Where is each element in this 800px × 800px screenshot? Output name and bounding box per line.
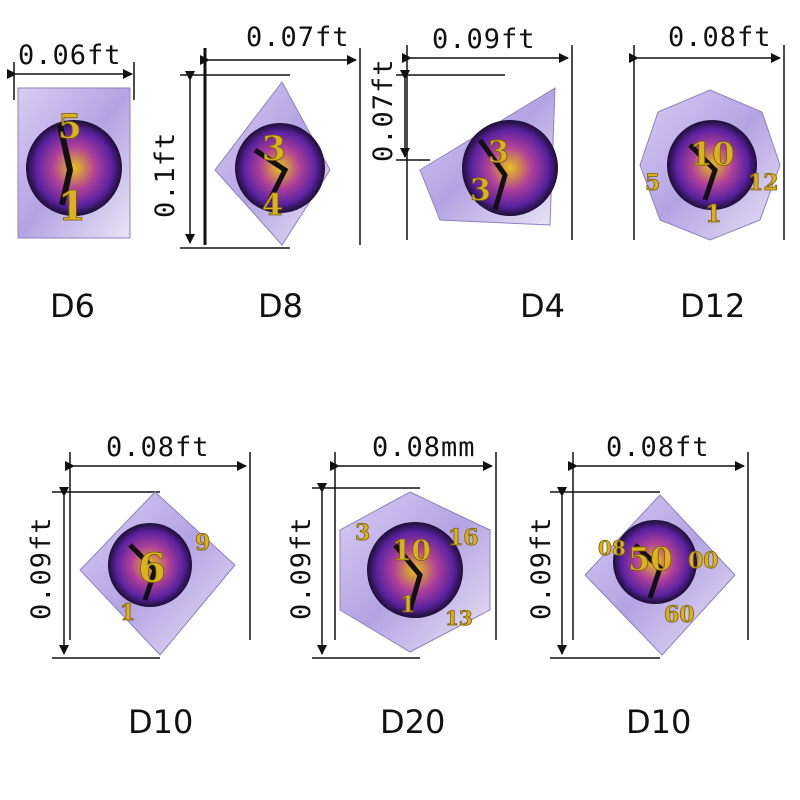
d20-width-label: 0.08mm <box>372 432 476 463</box>
d20-die <box>339 491 491 653</box>
d20-name: D20 <box>380 703 446 741</box>
d12-name: D12 <box>680 287 746 325</box>
d8-die <box>214 81 331 246</box>
d10b-number-right: 00 <box>688 548 719 574</box>
d10a-number-right: 9 <box>195 530 210 556</box>
d10b-height-label: 0.09ft <box>526 516 557 620</box>
d8-width-label: 0.07ft <box>246 22 350 53</box>
d20-number-left: 3 <box>355 520 370 546</box>
d10a-name: D10 <box>128 703 194 741</box>
d20-number-right: 16 <box>448 525 479 551</box>
d12-number-bottom: 1 <box>705 199 722 228</box>
d10b-name: D10 <box>626 703 692 741</box>
d10a-width-label: 0.08ft <box>106 432 210 463</box>
d6-die <box>17 87 131 239</box>
d10-die-a <box>79 491 236 656</box>
d10b-number-main: 50 <box>628 540 673 578</box>
d4-height-label: 0.07ft <box>368 58 399 162</box>
d6-number-front: 1 <box>58 183 86 230</box>
d10b-number-bottom: 60 <box>664 602 695 628</box>
d12-die <box>639 89 781 241</box>
d10-die-b <box>584 494 736 656</box>
d10b-width-label: 0.08ft <box>606 432 710 463</box>
d4-name: D4 <box>520 287 565 325</box>
d8-name: D8 <box>258 287 303 325</box>
d6-name: D6 <box>50 287 95 325</box>
d4-number-a: 3 <box>488 135 509 170</box>
d8-number-top: 3 <box>262 129 286 169</box>
d12-number-left: 5 <box>645 170 660 196</box>
d10a-number-main: 6 <box>138 545 166 592</box>
d6-number-top: 5 <box>58 107 82 147</box>
d8-height-label: 0.1ft <box>150 131 181 218</box>
d12-number-top: 10 <box>690 135 735 173</box>
d12-width-label: 0.08ft <box>668 22 772 53</box>
d20-number-main: 10 <box>392 534 431 567</box>
d20-number-bottom: 1 <box>400 592 415 618</box>
d10a-height-label: 0.09ft <box>26 516 57 620</box>
d4-width-label: 0.09ft <box>432 24 536 55</box>
d8-number-bottom: 4 <box>262 188 283 223</box>
d6-width-label: 0.06ft <box>18 40 122 71</box>
d20-number-lower-right: 13 <box>445 606 473 630</box>
d4-number-b: 3 <box>470 173 491 208</box>
d20-height-label: 0.09ft <box>286 516 317 620</box>
d4-die <box>419 87 558 226</box>
d12-number-right: 12 <box>748 170 779 196</box>
d10b-number-left: 08 <box>598 536 626 560</box>
d10a-number-bottom: 1 <box>120 600 135 626</box>
